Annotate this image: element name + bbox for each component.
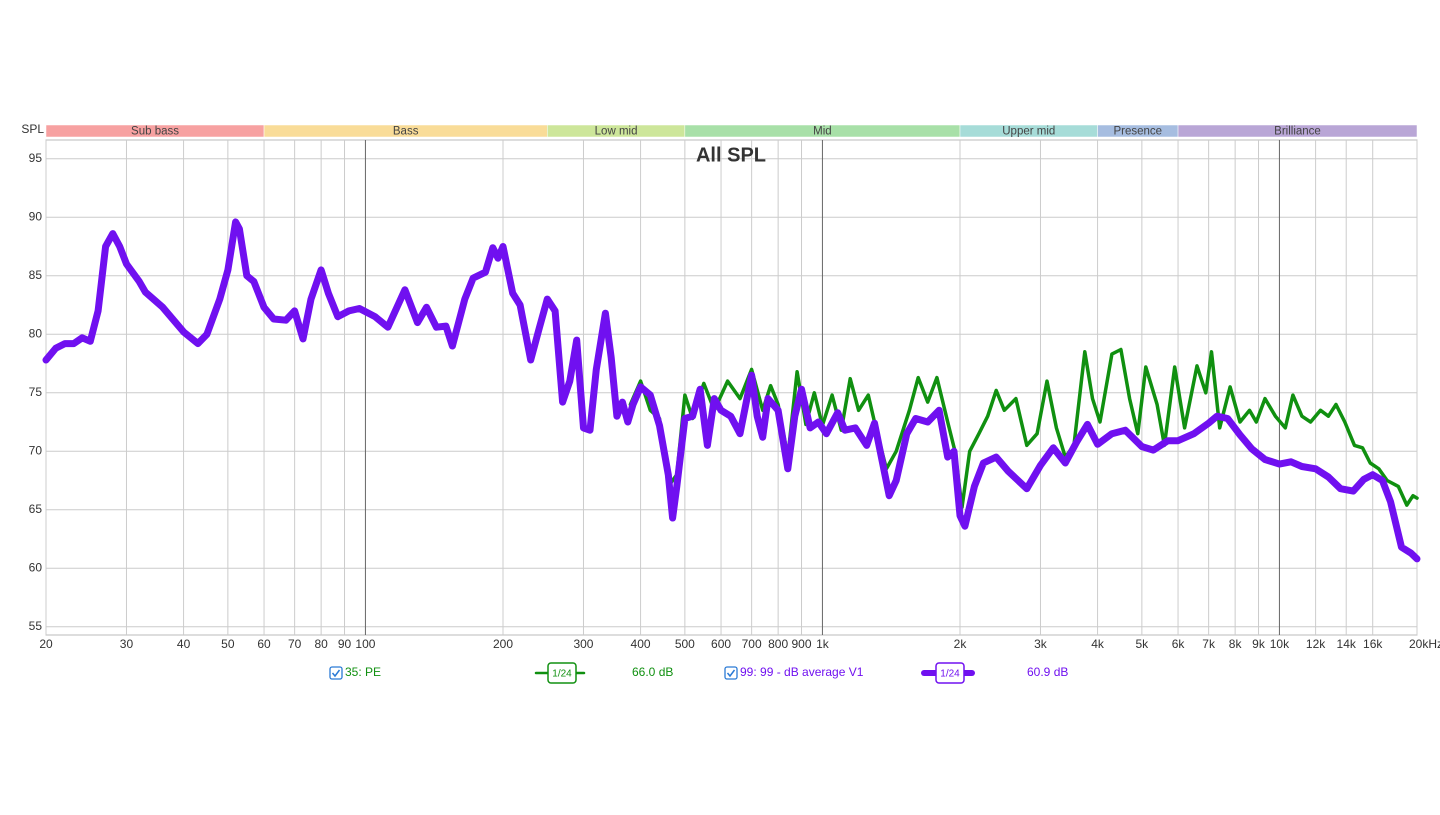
legend-label: 35: PE xyxy=(345,665,381,679)
y-tick-label: 75 xyxy=(29,385,43,399)
band-label: Low mid xyxy=(595,126,638,138)
x-tick-label: 4k xyxy=(1091,637,1105,651)
x-tick-label: 3k xyxy=(1034,637,1048,651)
y-axis-label: SPL xyxy=(21,122,44,136)
x-tick-label: 400 xyxy=(631,637,651,651)
y-tick-label: 80 xyxy=(29,326,43,340)
y-tick-label: 85 xyxy=(29,268,43,282)
x-tick-label: 5k xyxy=(1136,637,1150,651)
legend-check xyxy=(726,669,736,678)
x-tick-label: 800 xyxy=(768,637,788,651)
x-tick-label: 900 xyxy=(792,637,812,651)
x-tick-label: 20kHz xyxy=(1409,637,1440,651)
x-tick-label: 12k xyxy=(1306,637,1326,651)
x-tick-label: 20 xyxy=(39,637,53,651)
legend-value: 66.0 dB xyxy=(632,665,673,679)
x-tick-label: 80 xyxy=(314,637,328,651)
legend-checkbox xyxy=(724,666,738,680)
x-tick-label: 600 xyxy=(711,637,731,651)
y-tick-label: 55 xyxy=(29,619,43,633)
x-tick-label: 16k xyxy=(1363,637,1383,651)
y-tick-label: 60 xyxy=(29,560,43,574)
y-tick-label: 70 xyxy=(29,443,43,457)
x-tick-label: 6k xyxy=(1172,637,1186,651)
x-tick-label: 1k xyxy=(816,637,830,651)
band xyxy=(1177,124,1418,138)
x-tick-label: 60 xyxy=(257,637,271,651)
y-tick-label: 95 xyxy=(29,151,43,165)
legend-label: 99: 99 - dB average V1 xyxy=(740,665,864,679)
legend-smoothing: 1/24 xyxy=(940,669,960,680)
band-label: Bass xyxy=(393,126,419,138)
x-tick-label: 9k xyxy=(1252,637,1266,651)
series-line xyxy=(628,347,1419,510)
x-tick-label: 90 xyxy=(338,637,352,651)
series-line xyxy=(42,218,1421,563)
band-label: Mid xyxy=(813,126,832,138)
x-tick-label: 500 xyxy=(675,637,695,651)
x-tick-label: 100 xyxy=(355,637,375,651)
x-tick-label: 40 xyxy=(177,637,191,651)
band-label: Sub bass xyxy=(131,126,179,138)
x-tick-label: 10k xyxy=(1270,637,1290,651)
band-label: Upper mid xyxy=(1002,126,1055,138)
legend-smoothing-box xyxy=(547,662,577,684)
band-label: Presence xyxy=(1114,126,1163,138)
x-tick-label: 50 xyxy=(221,637,235,651)
x-tick-label: 300 xyxy=(573,637,593,651)
x-tick-label: 30 xyxy=(120,637,134,651)
legend-smoothing-box xyxy=(935,662,965,684)
legend-smoothing: 1/24 xyxy=(552,669,572,680)
legend-checkbox xyxy=(329,666,343,680)
legend-check xyxy=(331,669,341,678)
chart-title: All SPL xyxy=(696,144,766,166)
x-tick-label: 8k xyxy=(1229,637,1243,651)
y-tick-label: 65 xyxy=(29,502,43,516)
band-label: Brilliance xyxy=(1274,126,1321,138)
x-tick-label: 2k xyxy=(954,637,968,651)
x-tick-label: 14k xyxy=(1337,637,1357,651)
x-tick-label: 200 xyxy=(493,637,513,651)
legend-value: 60.9 dB xyxy=(1027,665,1068,679)
x-tick-label: 70 xyxy=(288,637,302,651)
y-tick-label: 90 xyxy=(29,209,43,223)
x-tick-label: 7k xyxy=(1202,637,1216,651)
x-tick-label: 700 xyxy=(742,637,762,651)
